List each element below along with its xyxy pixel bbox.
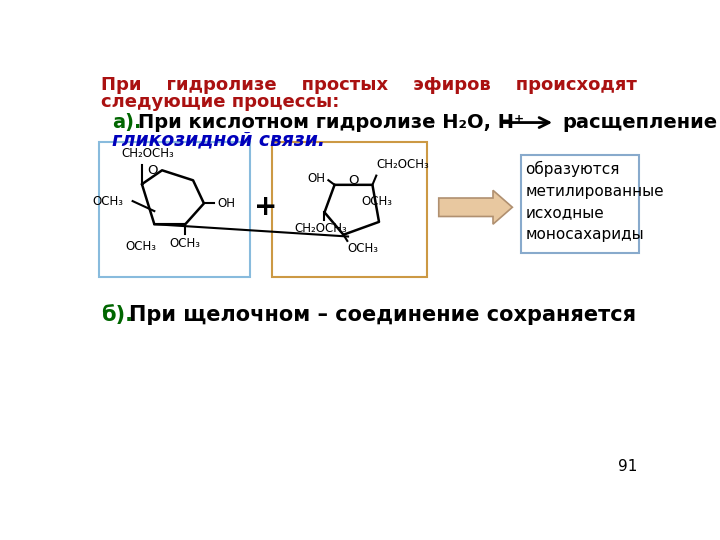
Text: OCH₃: OCH₃: [125, 240, 156, 253]
Text: O: O: [348, 174, 359, 187]
Text: CH₂OCH₃: CH₂OCH₃: [122, 146, 174, 159]
Text: 91: 91: [618, 460, 637, 475]
Text: OCH₃: OCH₃: [92, 194, 123, 207]
Text: При    гидролизе    простых    эфиров    происходят: При гидролизе простых эфиров происходят: [101, 76, 636, 93]
Text: следующие процессы:: следующие процессы:: [101, 93, 339, 111]
Text: При кислотном гидролизе Н₂О, Н⁺: При кислотном гидролизе Н₂О, Н⁺: [138, 112, 524, 132]
Text: O: O: [148, 164, 158, 177]
Text: OH: OH: [307, 172, 325, 185]
Text: При щелочном – соединение сохраняется: При щелочном – соединение сохраняется: [129, 305, 636, 325]
Text: CH₂OCH₃: CH₂OCH₃: [294, 221, 347, 234]
Text: OCH₃: OCH₃: [347, 242, 378, 255]
FancyBboxPatch shape: [272, 142, 427, 276]
Text: CH₂OCH₃: CH₂OCH₃: [377, 158, 429, 171]
FancyBboxPatch shape: [521, 155, 639, 253]
Text: +: +: [254, 193, 278, 221]
Text: OCH₃: OCH₃: [361, 194, 392, 207]
Text: OH: OH: [218, 197, 236, 210]
Text: расщепление: расщепление: [563, 112, 718, 132]
Text: гликозидной связи.: гликозидной связи.: [112, 130, 325, 149]
Text: OCH₃: OCH₃: [170, 237, 201, 249]
Polygon shape: [438, 190, 513, 224]
FancyBboxPatch shape: [99, 142, 251, 276]
Text: образуются
метилированные
исходные
моносахариды: образуются метилированные исходные монос…: [526, 161, 664, 242]
Text: б).: б).: [101, 305, 133, 325]
Text: а).: а).: [112, 112, 141, 132]
